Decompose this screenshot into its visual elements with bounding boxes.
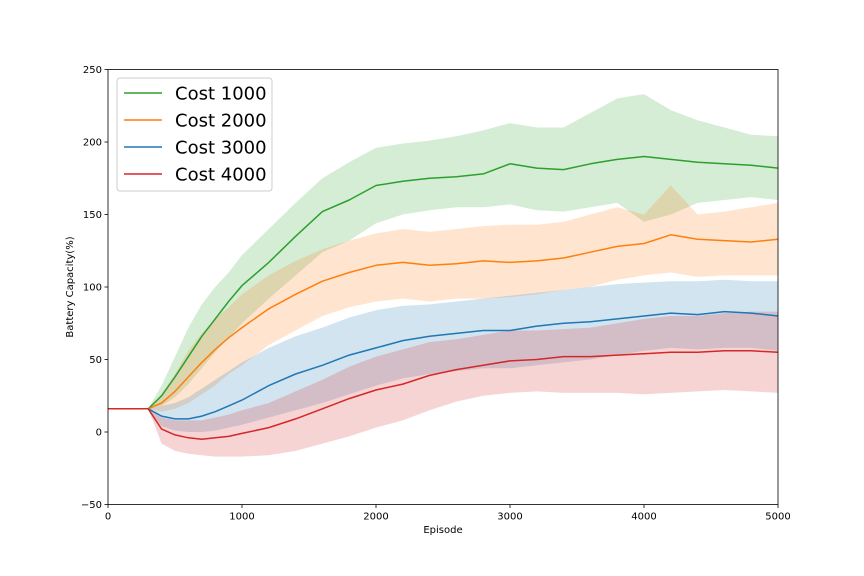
band-series-4 (108, 311, 778, 457)
x-tick-label: 5000 (765, 512, 790, 523)
y-axis-label: Battery Capacity(%) (65, 236, 76, 337)
line-series-2 (108, 234, 779, 410)
x-tick-label: 2000 (363, 512, 388, 523)
legend: Cost 1000 Cost 2000 Cost 3000 Cost 4000 (116, 77, 273, 192)
x-axis-ticks: 0 1000 2000 3000 4000 5000 (105, 504, 791, 523)
x-axis-label: Episode (423, 525, 462, 536)
legend-label: Cost 4000 (175, 165, 267, 186)
legend-label: Cost 2000 (175, 111, 267, 132)
line-series-4 (108, 350, 779, 441)
band-series-1 (108, 94, 778, 409)
y-tick-label: 0 (96, 428, 102, 439)
y-tick-label: 50 (89, 355, 102, 366)
confidence-bands (108, 94, 778, 457)
y-tick-label: 100 (83, 283, 102, 294)
x-tick-label: 4000 (631, 512, 656, 523)
y-tick-label: 250 (83, 65, 102, 76)
band-series-2 (108, 185, 778, 412)
line-series-3 (108, 310, 779, 420)
x-tick-label: 1000 (229, 512, 254, 523)
y-tick-label: −50 (81, 500, 102, 511)
legend-label: Cost 1000 (175, 84, 267, 105)
y-tick-label: 150 (83, 210, 102, 221)
legend-box (116, 77, 273, 192)
x-tick-label: 3000 (497, 512, 522, 523)
legend-label: Cost 3000 (175, 138, 267, 159)
series-lines (108, 155, 779, 441)
y-axis-ticks: −50 0 50 100 150 200 250 (81, 65, 108, 511)
y-tick-label: 200 (83, 138, 102, 149)
line-series-1 (108, 155, 779, 410)
x-tick-label: 0 (105, 512, 111, 523)
band-series-3 (108, 279, 778, 432)
